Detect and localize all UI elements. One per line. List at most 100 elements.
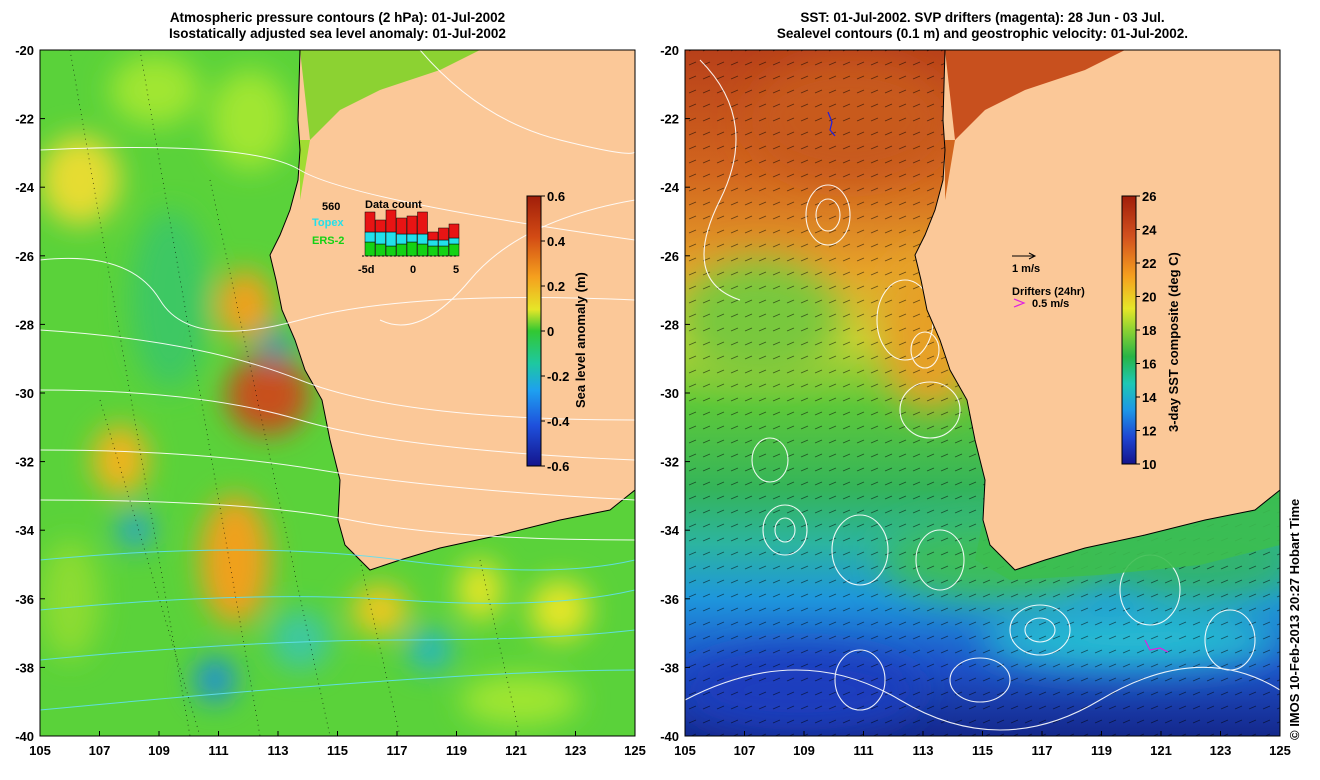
inset-bar-segment	[364, 211, 376, 233]
left-map	[40, 50, 635, 736]
legend-ers2: ERS-2	[312, 235, 344, 247]
right-cb-tick-label: 12	[1142, 424, 1156, 439]
inset-bar-segment	[438, 227, 449, 241]
right-xtick-label: 119	[1091, 743, 1112, 758]
left-ytick-label: -22	[15, 112, 34, 127]
inset-bar-segment	[427, 239, 439, 247]
inset-xtick-5: 5	[453, 264, 459, 276]
left-colorbar: 0.6 0.4 0.2 0 -0.2 -0.4 -0.6 Sea level anomaly…	[526, 189, 588, 474]
right-cb-tick-label: 22	[1142, 256, 1156, 271]
right-xtick-label: 117	[1032, 743, 1053, 758]
right-ytick-label: -24	[660, 180, 680, 195]
inset-xtick-minus5: -5d	[358, 264, 375, 276]
inset-bar-segment	[417, 211, 428, 235]
right-title-line2: Sealevel contours (0.1 m) and geostrophi…	[776, 26, 1189, 41]
right-ytick-label: -34	[660, 523, 680, 538]
drifters-title: Drifters (24hr)	[1012, 286, 1085, 298]
right-ytick-label: -28	[660, 317, 679, 332]
credit-text: © IMOS 10-Feb-2013 20:27 Hobart Time	[1287, 498, 1302, 740]
right-cb-tick-label: 10	[1142, 457, 1156, 472]
right-cb-tick-label: 24	[1142, 223, 1157, 238]
left-ytick-label: -28	[15, 317, 34, 332]
left-ytick-label: -32	[15, 455, 34, 470]
left-xtick-label: 119	[446, 743, 467, 758]
inset-bar-segment	[417, 243, 428, 257]
left-cb-tick-label: -0.2	[547, 369, 569, 384]
inset-bar-segment	[427, 231, 439, 241]
drifters-speed: 0.5 m/s	[1032, 298, 1069, 310]
left-xtick-label: 111	[208, 743, 228, 758]
right-ytick-label: -40	[660, 729, 679, 744]
left-xtick-label: 115	[327, 743, 348, 758]
legend-topex: Topex	[312, 217, 344, 229]
right-map	[685, 50, 1280, 736]
left-title-line1: Atmospheric pressure contours (2 hPa): 0…	[169, 10, 506, 25]
right-ytick-label: -20	[660, 43, 679, 58]
inset-bar-segment	[406, 215, 418, 235]
inset-bar-segment	[417, 233, 428, 245]
left-ytick-label: -20	[15, 43, 34, 58]
left-xtick-label: 117	[387, 743, 408, 758]
right-xtick-label: 125	[1269, 743, 1291, 758]
inset-bar-segment	[396, 233, 407, 245]
right-ytick-label: -30	[660, 386, 679, 401]
right-cb-tick-label: 26	[1142, 189, 1156, 204]
right-title-line1: SST: 01-Jul-2002. SVP drifters (magenta)…	[800, 10, 1165, 25]
inset-bar-segment	[448, 243, 460, 257]
inset-bar-segment	[448, 237, 460, 245]
velocity-scale-label: 1 m/s	[1012, 263, 1040, 275]
right-xtick-label: 121	[1150, 743, 1172, 758]
left-xtick-label: 125	[624, 743, 646, 758]
left-xtick-label: 121	[505, 743, 527, 758]
right-colorbar: 26 24 22 20 18 16 14 12 10 3-day SST composite (…	[1121, 189, 1181, 472]
right-xtick-label: 107	[734, 743, 756, 758]
inset-bar-segment	[406, 233, 418, 243]
velocity-legend: 1 m/s Drifters (24hr) 0.5 m/s	[1012, 252, 1085, 310]
right-xtick-label: 113	[913, 743, 934, 758]
left-panel-title: Atmospheric pressure contours (2 hPa): 0…	[40, 10, 635, 42]
left-ytick-label: -38	[15, 660, 34, 675]
left-ytick-label: -26	[15, 249, 34, 264]
right-colorbar-label: 3-day SST composite (deg C)	[1166, 252, 1181, 432]
inset-bar-segment	[396, 243, 407, 257]
inset-bar-segment	[375, 231, 386, 245]
inset-title: Data count	[365, 199, 422, 211]
left-ytick-label: -24	[15, 180, 35, 195]
left-title-line2: Isostatically adjusted sea level anomaly…	[169, 26, 506, 41]
right-ytick-label: -36	[660, 592, 679, 607]
left-cb-tick-label: 0.6	[547, 189, 565, 204]
inset-bar-segment	[375, 243, 386, 257]
inset-bars	[364, 209, 460, 257]
data-count-inset: Data count 560 Topex ERS-2 -5d 0 5	[312, 199, 460, 276]
left-xtick-label: 107	[89, 743, 111, 758]
left-cb-tick-label: 0.2	[547, 279, 565, 294]
inset-bar-segment	[364, 241, 376, 257]
inset-count-label: 560	[322, 201, 340, 213]
right-xtick-label: 105	[674, 743, 696, 758]
inset-xtick-0: 0	[410, 264, 416, 276]
inset-bar-segment	[385, 209, 397, 233]
right-xtick-label: 109	[793, 743, 815, 758]
right-xtick-label: 111	[853, 743, 873, 758]
left-ytick-label: -30	[15, 386, 34, 401]
left-xtick-label: 113	[268, 743, 289, 758]
left-ytick-label: -36	[15, 592, 34, 607]
inset-bar-segment	[438, 239, 449, 247]
left-cb-tick-label: 0	[547, 324, 554, 339]
left-cb-tick-label: 0.4	[547, 234, 566, 249]
inset-bar-segment	[364, 231, 376, 243]
inset-bar-segment	[406, 241, 418, 257]
right-cb-tick-label: 20	[1142, 290, 1156, 305]
right-cb-tick-label: 18	[1142, 323, 1156, 338]
right-ytick-label: -38	[660, 660, 679, 675]
right-ytick-label: -32	[660, 455, 679, 470]
left-xtick-label: 109	[148, 743, 170, 758]
inset-bar-segment	[438, 245, 449, 257]
right-cb-tick-label: 16	[1142, 357, 1156, 372]
right-ytick-label: -22	[660, 112, 679, 127]
right-ytick-label: -26	[660, 249, 679, 264]
inset-bar-segment	[385, 231, 397, 247]
